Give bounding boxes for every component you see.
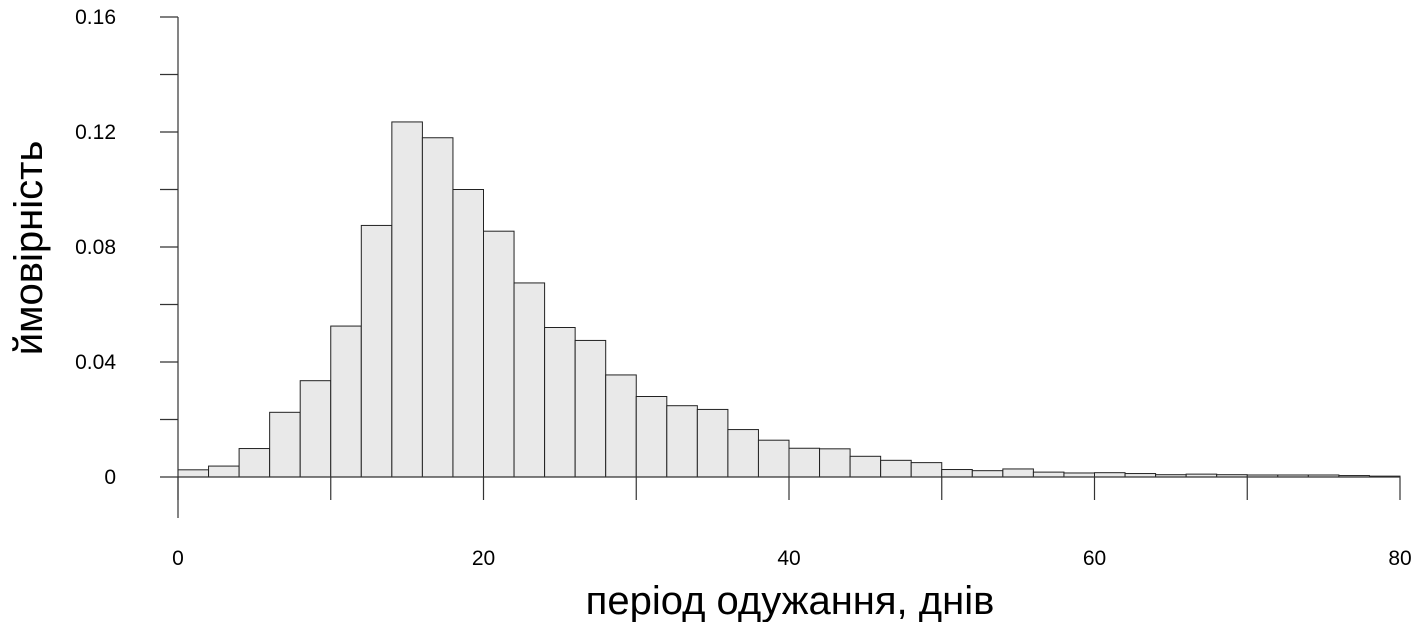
x-tick-label: 40 <box>777 547 800 570</box>
y-tick-label: 0 <box>104 466 116 489</box>
histogram-bar <box>574 339 607 478</box>
histogram-bar <box>1063 472 1095 478</box>
histogram-bar <box>635 396 668 478</box>
histogram-bar <box>544 327 576 478</box>
x-tick-label: 0 <box>172 547 184 570</box>
histogram-bar <box>696 408 729 478</box>
histogram-bar <box>666 405 698 478</box>
histogram-bar <box>849 455 882 478</box>
histogram-bar <box>483 230 515 478</box>
histogram-bar <box>391 121 423 478</box>
histogram-bar <box>910 462 943 478</box>
histogram-bar <box>971 470 1004 478</box>
histogram-bar <box>177 469 210 478</box>
histogram-bar <box>452 189 485 478</box>
axes: 0 0.04 0.08 0.12 0.16 0 20 40 60 80 <box>75 6 1412 570</box>
y-tick-label: 0.04 <box>75 351 116 374</box>
histogram-bar <box>238 448 271 478</box>
x-axis-title: період одужання, днів <box>586 579 995 622</box>
histogram-bar <box>208 465 240 478</box>
histogram-bar <box>727 429 759 478</box>
y-tick-label: 0.12 <box>75 121 116 144</box>
y-axis-title: ймовірність <box>7 141 51 356</box>
histogram-bars <box>177 121 1401 478</box>
histogram-bar <box>819 448 851 478</box>
histogram-bar <box>1002 468 1034 478</box>
y-tick-label: 0.16 <box>75 6 116 29</box>
y-tick-label: 0.08 <box>75 236 116 259</box>
histogram-bar <box>757 439 790 478</box>
histogram-bar <box>299 380 332 478</box>
histogram-bar <box>421 137 454 478</box>
histogram-bar <box>788 447 821 478</box>
histogram-bar <box>513 282 546 478</box>
histogram-bar <box>330 325 362 478</box>
x-tick-label: 60 <box>1083 547 1106 570</box>
histogram-bar <box>1032 471 1065 478</box>
histogram-bar <box>605 374 637 478</box>
histogram-bar <box>1094 472 1126 478</box>
x-tick-label: 20 <box>472 547 495 570</box>
histogram-bar <box>269 411 301 478</box>
histogram-bar <box>941 469 973 478</box>
x-tick-label: 80 <box>1388 547 1411 570</box>
histogram-bar <box>360 224 393 478</box>
histogram-bar <box>880 459 912 478</box>
